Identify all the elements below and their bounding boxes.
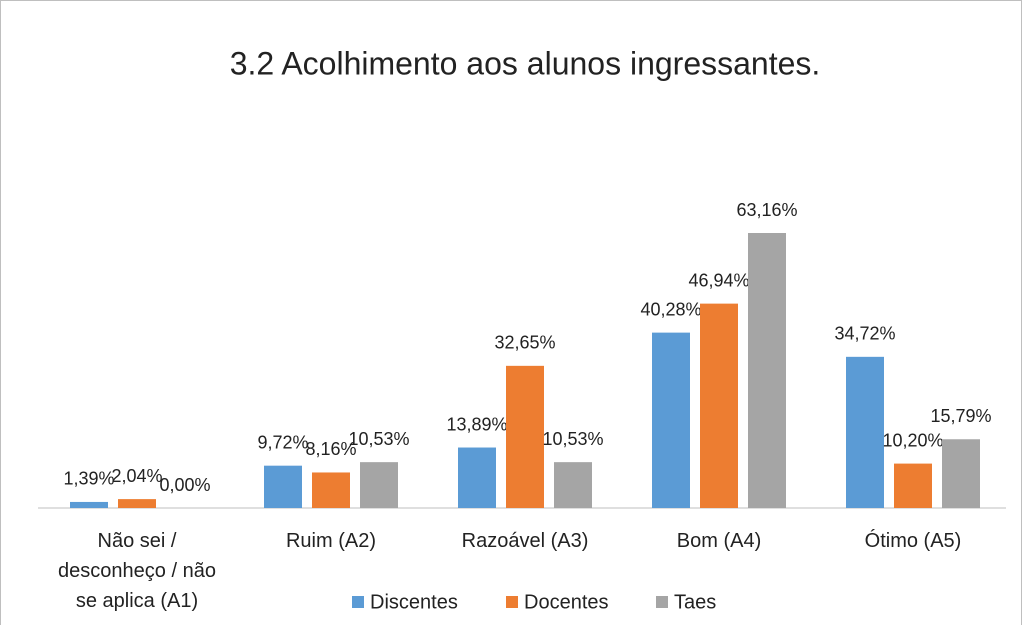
data-label: 13,89%	[446, 414, 507, 434]
legend-swatch	[352, 596, 364, 608]
data-label: 40,28%	[640, 299, 701, 319]
data-label: 0,00%	[159, 475, 210, 495]
data-label: 34,72%	[834, 324, 895, 344]
bar	[942, 439, 980, 508]
legend-swatch	[506, 596, 518, 608]
x-tick-label: Razoável (A3)	[461, 530, 589, 552]
data-label: 2,04%	[111, 466, 162, 486]
x-tick-label: Ruim (A2)	[285, 530, 376, 552]
data-label: 10,20%	[882, 430, 943, 450]
bar	[700, 303, 738, 508]
data-label: 32,65%	[494, 333, 555, 353]
bar	[894, 463, 932, 508]
bar	[506, 365, 544, 508]
bar	[264, 465, 302, 508]
x-tick-label: Ótimo (A5)	[864, 530, 962, 552]
x-tick-label: Não sei / desconheço / não se aplica (A1…	[58, 530, 216, 612]
bar	[360, 462, 398, 508]
bar	[652, 332, 690, 508]
bar	[846, 356, 884, 508]
legend-label: Taes	[674, 591, 716, 613]
data-label: 46,94%	[688, 270, 749, 290]
data-label: 10,53%	[348, 429, 409, 449]
legend-label: Discentes	[370, 591, 458, 613]
data-label: 9,72%	[257, 432, 308, 452]
bar	[312, 472, 350, 508]
bar	[458, 447, 496, 508]
data-label: 10,53%	[542, 429, 603, 449]
data-label: 8,16%	[305, 439, 356, 459]
data-label: 63,16%	[736, 200, 797, 220]
legend-label: Docentes	[524, 591, 609, 613]
data-label: 1,39%	[63, 469, 114, 489]
x-tick-label: Bom (A4)	[676, 530, 762, 552]
legend-swatch	[656, 596, 668, 608]
data-label: 15,79%	[930, 406, 991, 426]
bar	[554, 462, 592, 508]
chart-title: 3.2 Acolhimento aos alunos ingressantes.	[230, 45, 821, 81]
bar	[748, 233, 786, 509]
bar	[70, 501, 108, 508]
bar	[118, 499, 156, 508]
